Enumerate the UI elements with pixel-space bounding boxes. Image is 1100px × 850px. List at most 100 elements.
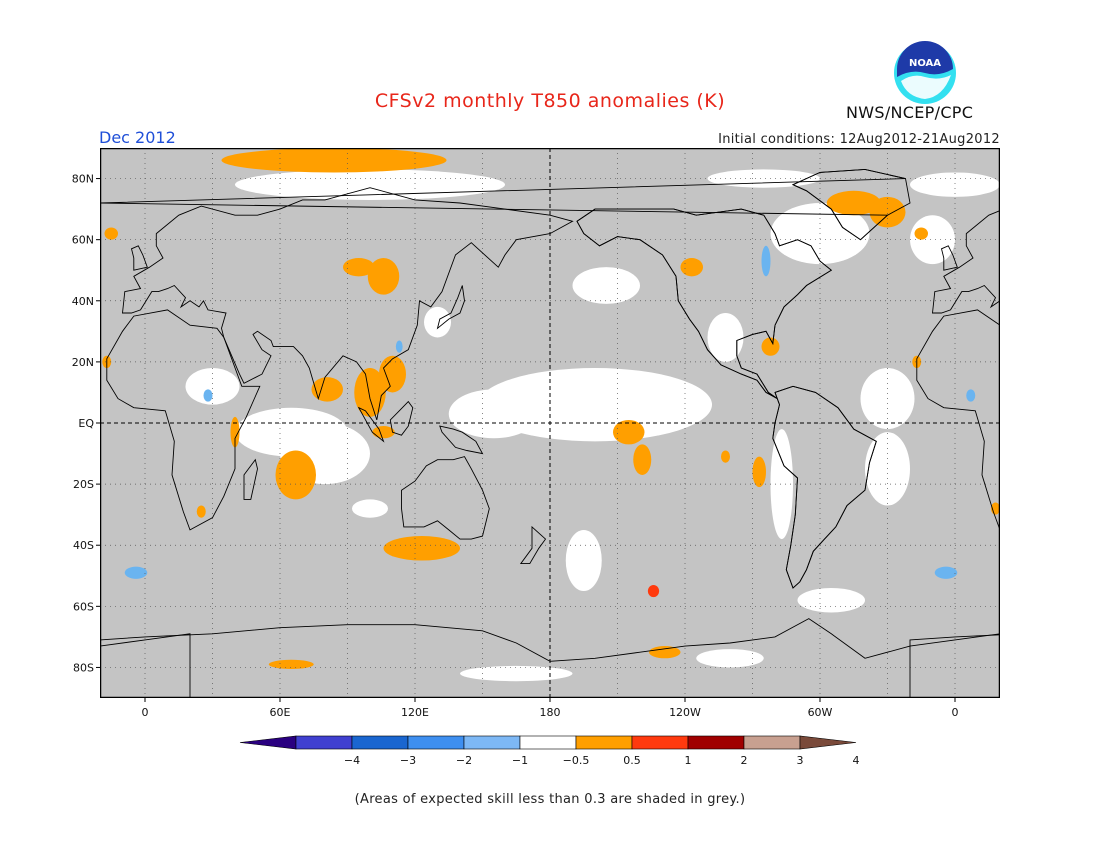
- skill-region-14: [910, 215, 955, 265]
- anomaly-patch-16: [721, 450, 730, 463]
- coastline-africa: [106, 309, 261, 531]
- colorbar-label: −0.5: [563, 754, 590, 767]
- coastline-north-america: [576, 208, 833, 399]
- lon-tick-label: 0: [952, 706, 959, 719]
- skill-region-12: [707, 169, 820, 188]
- coastline-south-america: [772, 385, 877, 589]
- skill-region-7: [770, 429, 793, 540]
- skill-region-10: [572, 267, 640, 304]
- colorbar-left-arrow: [239, 735, 297, 750]
- anomaly-patch-30: [203, 389, 213, 402]
- coastlines: [100, 168, 1000, 698]
- colorbar-right-arrow: [799, 735, 857, 750]
- lat-tick-label: 80S: [73, 661, 94, 674]
- anomaly-patch-9: [354, 368, 386, 417]
- coastline-new-zealand: [519, 525, 547, 565]
- coastline-japan: [436, 285, 465, 330]
- anomaly-patch-4: [914, 227, 928, 240]
- colorbar-label: 1: [685, 754, 692, 767]
- anomaly-patch-13: [613, 419, 645, 445]
- anomaly-patch-26: [647, 584, 660, 598]
- anomaly-patch-2: [869, 196, 906, 228]
- colorbar-swatch-5: [575, 735, 633, 750]
- anomaly-patch-18: [275, 450, 316, 500]
- lon-tick-label: 60W: [808, 706, 833, 719]
- coastline-borneo: [389, 400, 414, 436]
- colorbar-label: 3: [797, 754, 804, 767]
- colorbar-swatch-1: [351, 735, 409, 750]
- anomaly-patch-1: [826, 190, 881, 216]
- noaa-logo-icon: NOAA: [894, 41, 956, 104]
- lon-tick-label: 0: [142, 706, 149, 719]
- anomaly-patch-15: [752, 456, 766, 488]
- anomaly-patch-22: [649, 646, 681, 659]
- skill-region-2: [448, 389, 539, 439]
- lat-tick-label: 40N: [72, 295, 94, 308]
- coastline-eurasia: [121, 187, 574, 421]
- skill-region-18: [696, 649, 764, 668]
- anomaly-patch-27: [761, 245, 771, 277]
- skill-region-15: [910, 172, 1000, 197]
- anomaly-patch-14: [633, 444, 652, 475]
- map-title: CFSv2 monthly T850 anomalies (K): [374, 90, 726, 112]
- anomaly-patch-0: [221, 148, 447, 173]
- skill-region-19: [352, 499, 388, 518]
- world-map: [100, 148, 1000, 698]
- skill-region-13: [565, 529, 602, 592]
- lat-tick-label: 60S: [73, 600, 94, 613]
- colorbar-label: 2: [741, 754, 748, 767]
- lat-tick-label: 80N: [72, 173, 94, 186]
- lon-tick-label: 180: [540, 706, 561, 719]
- anomaly-patch-28: [124, 566, 148, 579]
- coastline-antarctica: [100, 618, 1000, 698]
- anomaly-patch-32: [395, 340, 403, 353]
- anomaly-layer: [102, 148, 1000, 669]
- anomaly-patch-17: [761, 337, 780, 356]
- skill-footnote: (Areas of expected skill less than 0.3 a…: [354, 792, 746, 807]
- longitude-labels: 0 60E 120E 180 120W 60W 0: [142, 698, 959, 719]
- anomaly-patch-31: [966, 389, 976, 402]
- coastline-new-guinea: [439, 425, 484, 455]
- map-frame: [100, 148, 1000, 698]
- anomaly-patch-12: [230, 416, 240, 448]
- anomaly-patch-29: [934, 566, 958, 579]
- skill-region-17: [460, 665, 573, 682]
- lat-tick-label: 40S: [73, 539, 94, 552]
- coastline-greenland: [791, 168, 911, 241]
- lon-tick-label: 120E: [401, 706, 429, 719]
- lon-tick-label: 120W: [669, 706, 701, 719]
- agency-label: NWS/NCEP/CPC: [846, 103, 974, 122]
- anomaly-patch-19: [383, 536, 460, 561]
- coastline-britain: [130, 245, 148, 271]
- colorbar-swatch-3: [463, 735, 521, 750]
- colorbar-label: −3: [400, 754, 416, 767]
- forecast-month: Dec 2012: [99, 128, 176, 147]
- coastline-australia: [401, 456, 490, 540]
- colorbar-label: −2: [456, 754, 472, 767]
- lat-tick-label: 20S: [73, 478, 94, 491]
- colorbar-swatches: [239, 735, 857, 750]
- lat-tick-label: 20N: [72, 356, 94, 369]
- colorbar-swatch-2: [407, 735, 465, 750]
- skill-region-21: [424, 306, 451, 338]
- colorbar-swatch-8: [743, 735, 801, 750]
- lon-tick-label: 60E: [270, 706, 291, 719]
- colorbar-swatch-4: [519, 735, 577, 750]
- colorbar-swatch-6: [631, 735, 689, 750]
- skill-region-11: [235, 169, 505, 200]
- latitude-labels: 80N 60N 40N 20N EQ 20S 40S 60S 80S: [72, 173, 100, 674]
- lat-tick-label: EQ: [78, 417, 94, 430]
- anomaly-patch-6: [367, 258, 400, 295]
- colorbar-swatch-7: [687, 735, 745, 750]
- noaa-logo-text: NOAA: [909, 58, 941, 69]
- skill-region-20: [185, 368, 240, 405]
- anomaly-patch-11: [372, 426, 395, 439]
- anomaly-patch-7: [680, 258, 703, 277]
- anomaly-patch-20: [196, 505, 206, 518]
- colorbar-label: −4: [344, 754, 360, 767]
- graticule: [100, 148, 1000, 698]
- lat-tick-label: 60N: [72, 234, 94, 247]
- colorbar: −4 −3 −2 −1 −0.5 0.5 1 2 3 4: [239, 735, 860, 767]
- initial-conditions: Initial conditions: 12Aug2012-21Aug2012: [718, 132, 1000, 147]
- coastline-britain: [940, 245, 958, 271]
